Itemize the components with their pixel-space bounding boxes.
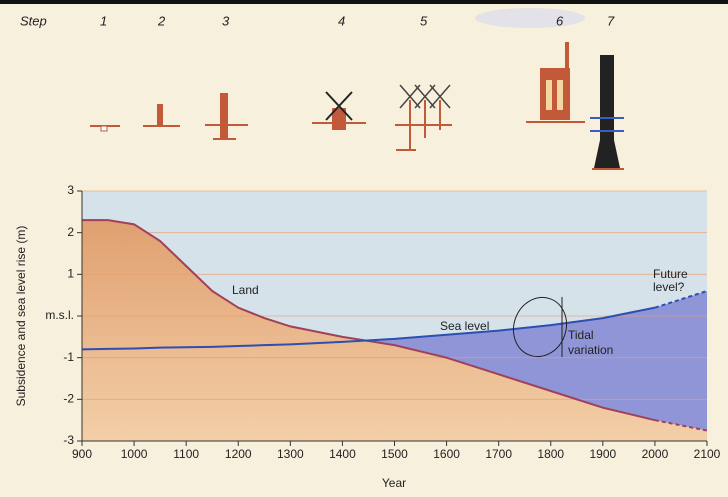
y-tick-label: -2	[63, 392, 74, 406]
x-tick-label: 1900	[589, 447, 616, 461]
step-icons	[90, 8, 624, 170]
annotation: Tidal	[568, 328, 594, 342]
y-tick-label: -1	[63, 350, 74, 364]
step-number: 7	[607, 13, 615, 28]
y-tick-label: m.s.l.	[45, 308, 74, 322]
step-number: 2	[157, 13, 166, 28]
x-tick-label: 1800	[537, 447, 564, 461]
x-tick-label: 1400	[329, 447, 356, 461]
step-number: 1	[100, 13, 107, 28]
annotation: variation	[568, 343, 613, 357]
x-tick-label: 1300	[277, 447, 304, 461]
y-tick-label: 3	[67, 183, 74, 197]
annotation: level?	[653, 280, 685, 294]
step-title: Step	[20, 13, 47, 28]
step-number: 4	[338, 13, 345, 28]
plot	[81, 190, 708, 442]
series-line	[81, 306, 656, 351]
y-axis-label: Subsidence and sea level rise (m)	[14, 226, 28, 407]
tidal-ellipse	[513, 296, 567, 358]
y-tick-label: 2	[67, 225, 74, 239]
x-axis-label: Year	[382, 476, 406, 490]
tidal-glyph	[513, 296, 567, 358]
top-border	[0, 0, 728, 4]
x-tick-label: 1700	[485, 447, 512, 461]
series-line	[654, 419, 708, 432]
annotation: Future	[653, 267, 688, 281]
x-tick-label: 1200	[225, 447, 252, 461]
x-tick-label: 2100	[694, 447, 721, 461]
x-tick-label: 1100	[173, 447, 199, 461]
y-tick-label: -3	[63, 433, 74, 447]
x-tick-label: 1500	[381, 447, 408, 461]
x-tick-label: 1600	[433, 447, 460, 461]
y-tick-label: 1	[67, 267, 74, 281]
x-tick-label: 1000	[121, 447, 148, 461]
series-label: Land	[232, 283, 259, 297]
step-number: 6	[556, 13, 564, 28]
series-label: Sea level	[440, 319, 489, 333]
step-number: 3	[222, 13, 230, 28]
step-number: 5	[420, 13, 428, 28]
area	[82, 220, 707, 441]
x-tick-label: 900	[72, 447, 92, 461]
x-tick-label: 2000	[642, 447, 669, 461]
series-line	[82, 219, 656, 422]
series-line	[654, 290, 708, 309]
